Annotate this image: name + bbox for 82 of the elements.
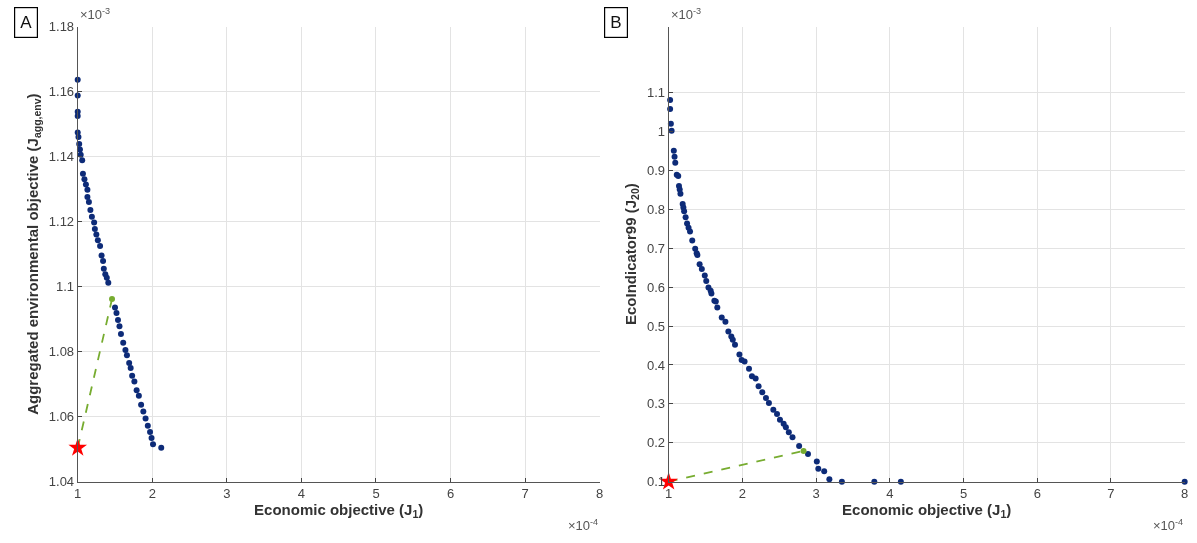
y-tick-label: 0.5 (646, 318, 666, 334)
point (94, 237, 101, 244)
y-tick-label: 1.1 (646, 85, 666, 101)
point (133, 387, 140, 394)
point (88, 213, 95, 220)
point (142, 415, 149, 422)
y-tick-label: 1.18 (48, 19, 75, 35)
point (81, 176, 88, 183)
x-tick-label: 7 (521, 486, 529, 502)
point (100, 265, 107, 272)
text: ×10$^{-4}$ (1153, 517, 1184, 534)
point (116, 323, 123, 330)
point (135, 392, 142, 399)
point (105, 279, 112, 286)
y-tick-label: 0.1 (646, 474, 666, 490)
point (82, 181, 89, 188)
y-tick-label: 0.6 (646, 279, 666, 295)
point (97, 242, 104, 249)
point (79, 170, 86, 177)
text: A (20, 13, 33, 33)
x-tick-label: 2 (148, 486, 156, 502)
y-tick-label: 1.1 (56, 279, 75, 295)
point (113, 309, 120, 316)
point (98, 252, 105, 259)
point (114, 317, 121, 324)
y-tick-label: 0.3 (646, 396, 666, 412)
point (87, 206, 94, 213)
x-tick-label: 5 (959, 486, 968, 502)
y-tick-label: 1.04 (48, 474, 75, 490)
y-tick-label: 1.14 (48, 149, 75, 165)
x-tick-label: 3 (812, 486, 820, 502)
x-tick-label: 7 (1107, 486, 1115, 502)
y-tick-label: 0.7 (646, 240, 666, 256)
point (120, 339, 127, 346)
point (127, 364, 134, 371)
y-tick-label: 0.8 (646, 201, 666, 217)
point (129, 372, 136, 379)
y-tick-label: 1.06 (48, 409, 75, 425)
x-axis-title: Economic objective (J$_{1}$) (254, 501, 424, 521)
text: B (610, 13, 622, 33)
y-tick-label: 1 (657, 124, 666, 140)
point (117, 331, 124, 338)
text: ×10$^{-3}$ (671, 6, 702, 23)
y-tick-label: 0.9 (646, 163, 666, 179)
point (150, 441, 157, 448)
y-tick-label: 0.2 (646, 435, 666, 451)
point (79, 157, 86, 164)
point (123, 352, 130, 359)
point (148, 435, 155, 442)
point (140, 408, 147, 415)
point (126, 360, 133, 367)
point (100, 257, 107, 264)
y-tick-label: 0.4 (646, 357, 666, 373)
point (91, 219, 98, 226)
point (91, 226, 98, 233)
text: ×10$^{-4}$ (568, 517, 599, 534)
point (147, 428, 154, 435)
x-tick-label: 8 (596, 486, 604, 502)
y-tick-label: 1.12 (48, 214, 75, 230)
point (84, 193, 91, 200)
point (138, 401, 145, 408)
point (109, 295, 116, 302)
point (85, 199, 92, 206)
point (158, 444, 165, 451)
x-tick-label: 3 (223, 486, 231, 502)
y-tick-label: 1.16 (48, 84, 75, 100)
x-tick-label: 8 (1181, 486, 1189, 502)
x-tick-label: 6 (446, 486, 455, 502)
point (112, 304, 118, 311)
x-tick-label: 5 (372, 486, 380, 502)
point (144, 422, 151, 429)
x-tick-label: 4 (886, 486, 894, 502)
point (131, 378, 138, 385)
x-tick-label: 6 (1033, 486, 1041, 502)
point (77, 151, 84, 158)
y-tick-label: 1.08 (48, 344, 75, 360)
point (93, 231, 100, 238)
x-tick-label: 4 (297, 486, 306, 502)
text: ×10$^{-3}$ (80, 6, 111, 23)
x-tick-label: 2 (738, 486, 746, 502)
x-axis-title: Economic objective (J$_{1}$) (842, 501, 1012, 521)
point (84, 186, 91, 193)
